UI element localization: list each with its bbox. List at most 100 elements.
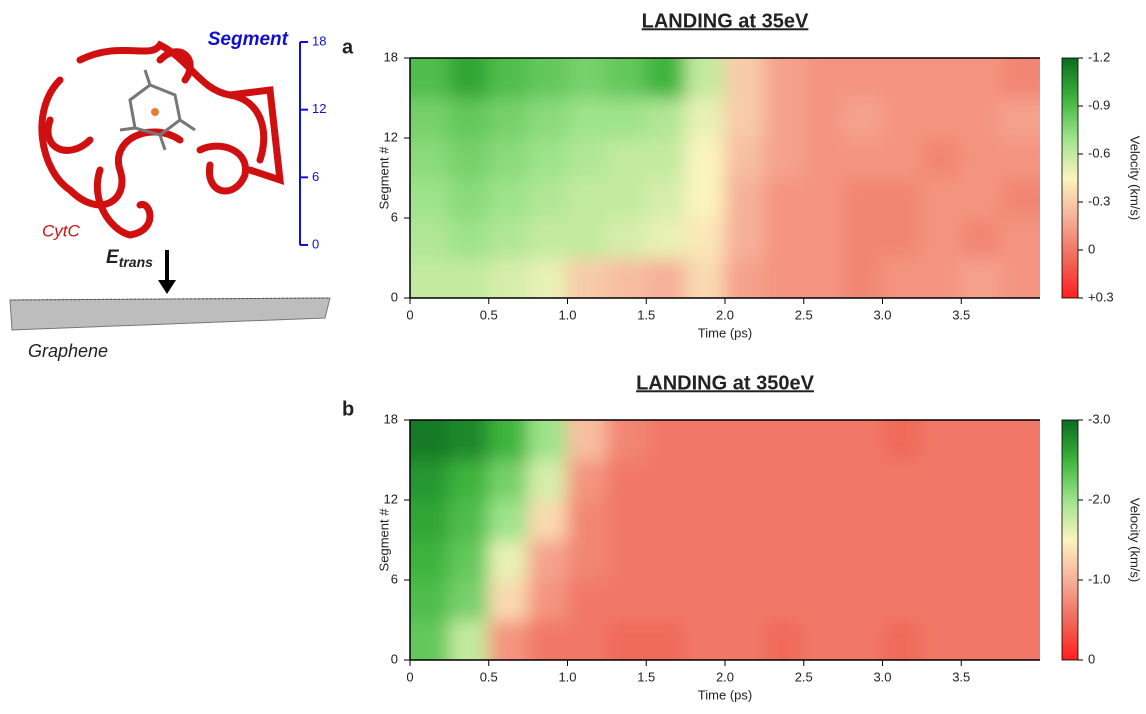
colorbar [1062, 58, 1078, 298]
heatmap-cell [646, 540, 686, 581]
segment-label: Segment [208, 29, 289, 50]
heatmap-cell [961, 178, 1001, 219]
heatmap-cell [803, 460, 843, 501]
heatmap-cell [390, 258, 450, 319]
heatmap-cell [1000, 98, 1060, 139]
heatmap-cell [390, 138, 450, 179]
heatmap-cell [685, 460, 725, 501]
colorbar-label: Velocity (km/s) [1128, 136, 1143, 221]
x-axis-label: Time (ps) [698, 325, 752, 340]
heatmap-cell [882, 540, 922, 581]
x-tick-label: 3.5 [952, 307, 970, 322]
heatmap-cell [725, 500, 765, 541]
segment-tick-label: 6 [312, 169, 319, 184]
heatmap-cell [843, 178, 883, 219]
heatmap-cell [646, 218, 686, 259]
heatmap-cell [449, 500, 489, 541]
heatmap-cell [921, 400, 961, 461]
heatmap-cell [528, 540, 568, 581]
heatmap-cell [803, 218, 843, 259]
heatmap-cell [764, 500, 804, 541]
heatmap-cell [528, 580, 568, 621]
heatmap-cell [606, 500, 646, 541]
heatmap-cell [685, 500, 725, 541]
heatmap-cell [449, 460, 489, 501]
colorbar-label: Velocity (km/s) [1128, 498, 1143, 583]
x-tick-label: 3.0 [873, 307, 891, 322]
heatmap-cell [488, 500, 528, 541]
heatmap-cell [646, 400, 686, 461]
y-axis-label: Segment # [376, 508, 391, 572]
segment-tick-label: 18 [312, 33, 326, 48]
heatmap-cell [882, 138, 922, 179]
x-tick-label: 0.5 [480, 307, 498, 322]
heatmap-cell [843, 400, 883, 461]
y-tick-label: 18 [384, 49, 398, 64]
heatmap-cell [764, 138, 804, 179]
heatmap-cell [1000, 400, 1060, 461]
heatmap-cell [685, 38, 725, 99]
colorbar-tick-label: -0.3 [1088, 193, 1110, 208]
heatmap-cell [646, 500, 686, 541]
heatmap-cell [685, 138, 725, 179]
x-tick-label: 0 [406, 669, 413, 684]
heatmap-cell [803, 580, 843, 621]
heatmap-cell [1000, 540, 1060, 581]
heatmap-cell [528, 138, 568, 179]
colorbar-tick-label: -0.6 [1088, 145, 1110, 160]
heatmap-cell [961, 500, 1001, 541]
heatmap-cell [1000, 620, 1060, 681]
heatmap-cell [764, 460, 804, 501]
chart-title: LANDING at 350eV [636, 372, 814, 394]
heatmap-cell [725, 98, 765, 139]
heatmap-cell [843, 38, 883, 99]
heatmap-cell [961, 138, 1001, 179]
heatmap-cell [449, 38, 489, 99]
heatmap-cell [921, 178, 961, 219]
panel-label: a [342, 36, 354, 58]
colorbar-tick-label: -1.0 [1088, 571, 1110, 586]
protein-label: CytC [42, 221, 81, 240]
heatmap-cell [843, 138, 883, 179]
figure: Segment CytC Etrans Graphene 061218aLAND… [0, 0, 1146, 714]
heatmap-cell [488, 178, 528, 219]
graphene-sheet [10, 298, 330, 330]
heatmap-cell [567, 540, 607, 581]
heatmap-cell [606, 138, 646, 179]
heatmap-cell [1000, 500, 1060, 541]
heatmap-cell [882, 460, 922, 501]
heatmap-cell [567, 178, 607, 219]
heatmap-cell [390, 500, 450, 541]
heatmap-cell [488, 38, 528, 99]
heatmap-cell [843, 540, 883, 581]
heatmap-cell [764, 218, 804, 259]
heatmap-cell [488, 400, 528, 461]
heatmap-cell [764, 178, 804, 219]
heatmap-cell [685, 98, 725, 139]
heatmap-cell [1000, 178, 1060, 219]
heatmap-cell [843, 98, 883, 139]
chart-title: LANDING at 35eV [642, 10, 809, 32]
heatmap-cell [764, 580, 804, 621]
heatmap-cell [606, 400, 646, 461]
y-tick-label: 6 [391, 571, 398, 586]
heatmap-cell [567, 38, 607, 99]
heatmap-cell [921, 218, 961, 259]
heatmap-cell [961, 460, 1001, 501]
heatmap-cell [882, 400, 922, 461]
heatmap-cell [646, 580, 686, 621]
heatmap-cell [921, 138, 961, 179]
heatmap-cell [488, 98, 528, 139]
heatmap-cell [803, 38, 843, 99]
heatmap-cell [803, 138, 843, 179]
heatmap-cell [567, 98, 607, 139]
colorbar-tick-label: -2.0 [1088, 491, 1110, 506]
panel-label: b [342, 398, 354, 420]
colorbar [1062, 420, 1078, 660]
heatmap-cell [1000, 460, 1060, 501]
heatmap-cell [449, 400, 489, 461]
heatmap-cell [921, 38, 961, 99]
heatmap-blur [390, 400, 1061, 681]
heatmap-blur [390, 38, 1061, 319]
heatmap-cell [725, 138, 765, 179]
